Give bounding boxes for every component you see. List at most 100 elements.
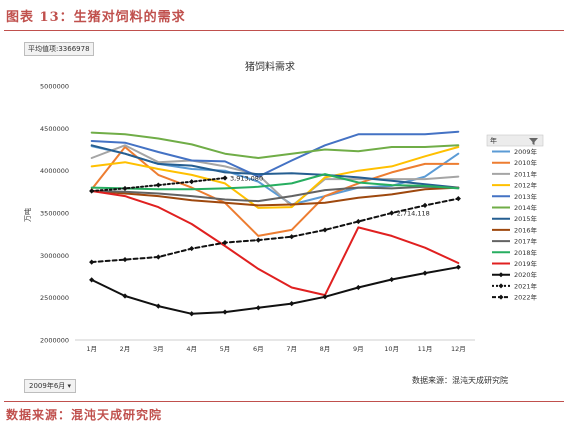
y-tick-label: 5000000: [40, 83, 69, 91]
legend-marker: [498, 272, 504, 278]
series-line-2018: [90, 173, 460, 191]
legend-item-2016: 2016年: [492, 225, 538, 234]
data-point: [189, 179, 195, 185]
data-point: [389, 210, 395, 216]
series-2016: [90, 186, 460, 207]
y-tick-label: 2500000: [40, 294, 69, 302]
legend-item-2021: 2021年: [492, 281, 538, 290]
data-point: [189, 245, 195, 252]
series-line-2011: [90, 144, 460, 208]
period-filter-value: 2009年6月: [29, 382, 66, 390]
data-point: [122, 293, 128, 299]
legend-label: 2012年: [514, 181, 538, 190]
legend-item-2020: 2020年: [492, 270, 538, 279]
series-2010: [90, 146, 460, 237]
chart-source: 数据来源：混沌天成研究院: [412, 376, 508, 385]
data-label: 2,714,118: [397, 210, 430, 218]
data-point: [422, 270, 428, 276]
data-point: [189, 311, 195, 317]
data-point: [155, 303, 161, 309]
series-2012: [90, 146, 460, 209]
data-point: [355, 218, 361, 225]
data-point: [255, 237, 261, 243]
chevron-down-icon: ▾: [67, 382, 72, 390]
data-point: [255, 305, 261, 311]
legend-item-2009: 2009年: [492, 147, 538, 156]
data-label: 3,913,080: [230, 175, 263, 183]
figure-title: 图表 13：生猪对饲料的需求: [6, 10, 186, 25]
data-point: [89, 277, 95, 283]
legend-label: 2013年: [514, 192, 538, 201]
funnel-icon[interactable]: [529, 138, 538, 145]
series-line-2022: [90, 197, 460, 264]
data-point: [289, 300, 295, 307]
x-tick-label: 1月: [86, 345, 97, 353]
data-point: [322, 227, 328, 233]
x-tick-label: 4月: [186, 345, 197, 353]
y-axis: 2000000 2500000 3000000 3500000 4000000 45000…: [40, 83, 69, 345]
data-point: [455, 264, 461, 270]
legend-label: 2020年: [514, 270, 538, 279]
data-point: [355, 284, 361, 291]
series-2017: [90, 185, 460, 203]
data-point: [455, 196, 461, 202]
series-line-2013: [90, 130, 460, 178]
legend-label: 2016年: [514, 225, 538, 234]
legend-label: 2011年: [514, 169, 538, 178]
series-line-2020: [90, 266, 460, 315]
series-line-2016: [90, 186, 460, 207]
series-line-2012: [90, 146, 460, 209]
x-tick-label: 7月: [286, 345, 297, 353]
data-point: [222, 309, 228, 315]
legend-label: 2010年: [514, 158, 538, 167]
x-axis: 1月 2月 3月 4月 5月 6月 7月 8月 9月 10月 11月 12月: [75, 339, 475, 353]
legend-marker: [498, 283, 504, 289]
data-point: [289, 234, 295, 240]
title-divider: [4, 30, 564, 31]
series-2011: [90, 144, 460, 208]
legend-item-2022: 2022年: [492, 293, 538, 302]
data-point: [389, 276, 395, 283]
legend-header: 年: [490, 136, 497, 145]
series-line-2014: [90, 131, 460, 159]
legend-item-2013: 2013年: [492, 192, 538, 201]
data-point: [222, 240, 228, 246]
y-tick-label: 3000000: [40, 252, 69, 260]
legend-label: 2014年: [514, 203, 538, 212]
pivot-average-field[interactable]: 平均值项:3366978: [24, 42, 94, 56]
x-tick-label: 6月: [253, 345, 264, 353]
legend-item-2017: 2017年: [492, 237, 538, 246]
x-tick-label: 11月: [418, 345, 433, 353]
legend-items: 2009年 2010年 2011年 2012年 2013年 2014年 2015年 2016年…: [492, 147, 538, 302]
series-2018: [90, 173, 460, 191]
footer-divider: [4, 401, 564, 402]
legend-label: 2009年: [514, 147, 538, 156]
series-line-2015: [90, 144, 460, 189]
legend-header-box[interactable]: [486, 134, 544, 147]
figure-source: 数据来源：混沌天成研究院: [6, 408, 163, 422]
annotation-layer: 3,913,080 2,714,118: [230, 175, 430, 218]
data-point: [155, 254, 161, 260]
legend-item-2011: 2011年: [492, 169, 538, 178]
series-line-2010: [90, 146, 460, 237]
period-filter-dropdown[interactable]: 2009年6月 ▾: [24, 379, 77, 393]
legend-item-2012: 2012年: [492, 181, 538, 190]
data-point: [322, 294, 328, 300]
y-tick-label: 3500000: [40, 210, 69, 218]
series-line-2017: [90, 185, 460, 203]
x-tick-label: 3月: [153, 345, 164, 353]
data-point: [122, 185, 128, 192]
series-2020: [89, 264, 461, 317]
series-layer: [89, 130, 461, 317]
y-tick-label: 4500000: [40, 125, 69, 133]
x-tick-label: 2月: [120, 345, 131, 353]
x-tick-label: 8月: [320, 345, 331, 353]
legend-item-2019: 2019年: [492, 259, 538, 268]
legend-label: 2017年: [514, 237, 538, 246]
x-tick-label: 5月: [220, 345, 231, 353]
series-line-2019: [90, 190, 460, 297]
x-tick-label: 9月: [353, 345, 364, 353]
y-tick-label: 2000000: [40, 337, 69, 345]
series-2013: [90, 130, 460, 178]
